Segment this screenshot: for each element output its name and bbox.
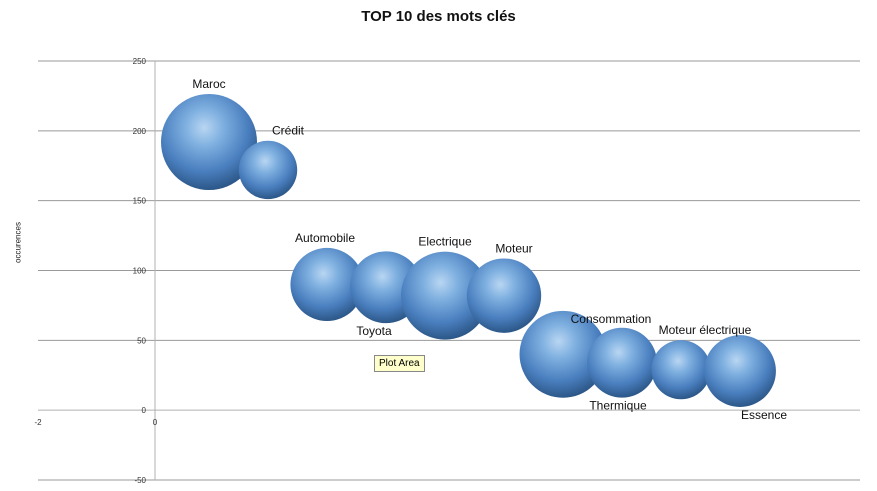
y-tick-label: 50 — [137, 336, 146, 345]
bubble-consommation — [519, 310, 607, 398]
bubble-label: Moteur électrique — [659, 323, 752, 337]
y-tick-label: 250 — [133, 57, 147, 66]
bubble-label: Moteur — [495, 241, 532, 255]
axes — [38, 61, 860, 480]
chart-title: TOP 10 des mots clés — [361, 8, 516, 25]
bubble-label: Crédit — [272, 124, 305, 138]
tick-labels: 250 200 150 100 50 0 -50 -2 0 — [34, 57, 157, 485]
x-tick-label: 0 — [153, 418, 158, 427]
bubble-maroc — [161, 94, 257, 191]
bubble-electrique — [401, 251, 489, 340]
bubble-label: Maroc — [192, 77, 225, 91]
bubble-label: Essence — [741, 408, 787, 422]
bubble-moteur — [466, 258, 542, 333]
x-tick-label: -2 — [34, 418, 42, 427]
plot-area-tooltip: Plot Area — [374, 355, 425, 372]
bubble-automobile — [290, 247, 364, 322]
bubble-label: Automobile — [295, 231, 355, 245]
bubble-label: Thermique — [589, 399, 647, 413]
bubble-label: Consommation — [571, 312, 652, 326]
y-tick-label: 0 — [142, 406, 147, 415]
bubble-cr-dit — [238, 140, 298, 200]
bubble-label: Electrique — [418, 235, 472, 249]
bubble-moteur-lectrique — [651, 340, 711, 400]
bubble-essence — [704, 335, 776, 407]
bubble-label: Toyota — [356, 324, 392, 338]
y-tick-label: 100 — [133, 267, 147, 276]
bubble-labels: Maroc Crédit Automobile Toyota Electrique Mot… — [192, 77, 787, 422]
bubble-thermique — [587, 327, 657, 398]
y-tick-label: 150 — [133, 197, 147, 206]
y-tick-label: -50 — [134, 476, 146, 485]
bubbles — [161, 94, 776, 407]
y-tick-label: 200 — [133, 127, 147, 136]
